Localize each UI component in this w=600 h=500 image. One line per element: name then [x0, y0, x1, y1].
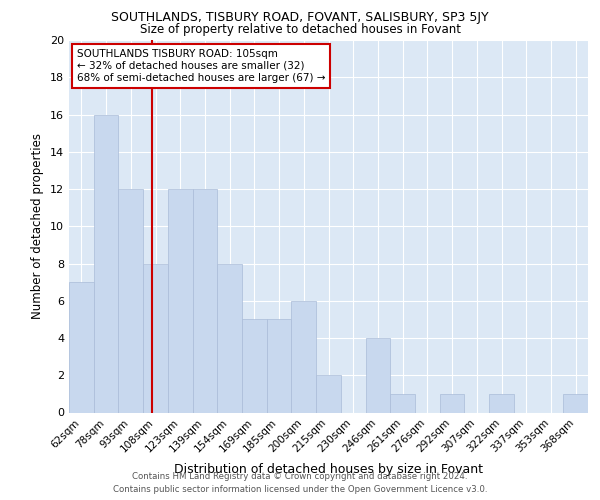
X-axis label: Distribution of detached houses by size in Fovant: Distribution of detached houses by size …	[174, 462, 483, 475]
Bar	[365, 338, 390, 412]
Bar	[217, 264, 242, 412]
Text: SOUTHLANDS TISBURY ROAD: 105sqm
← 32% of detached houses are smaller (32)
68% of: SOUTHLANDS TISBURY ROAD: 105sqm ← 32% of…	[77, 50, 325, 82]
Text: Contains HM Land Registry data © Crown copyright and database right 2024.
Contai: Contains HM Land Registry data © Crown c…	[113, 472, 487, 494]
Text: SOUTHLANDS, TISBURY ROAD, FOVANT, SALISBURY, SP3 5JY: SOUTHLANDS, TISBURY ROAD, FOVANT, SALISB…	[111, 12, 489, 24]
Bar	[193, 189, 217, 412]
Bar	[316, 375, 341, 412]
Bar	[242, 320, 267, 412]
Bar	[168, 189, 193, 412]
Bar	[390, 394, 415, 412]
Bar	[563, 394, 588, 412]
Bar	[489, 394, 514, 412]
Bar	[292, 301, 316, 412]
Bar	[118, 189, 143, 412]
Text: Size of property relative to detached houses in Fovant: Size of property relative to detached ho…	[139, 22, 461, 36]
Bar	[94, 114, 118, 412]
Y-axis label: Number of detached properties: Number of detached properties	[31, 133, 44, 320]
Bar	[143, 264, 168, 412]
Bar	[69, 282, 94, 412]
Bar	[440, 394, 464, 412]
Bar	[267, 320, 292, 412]
